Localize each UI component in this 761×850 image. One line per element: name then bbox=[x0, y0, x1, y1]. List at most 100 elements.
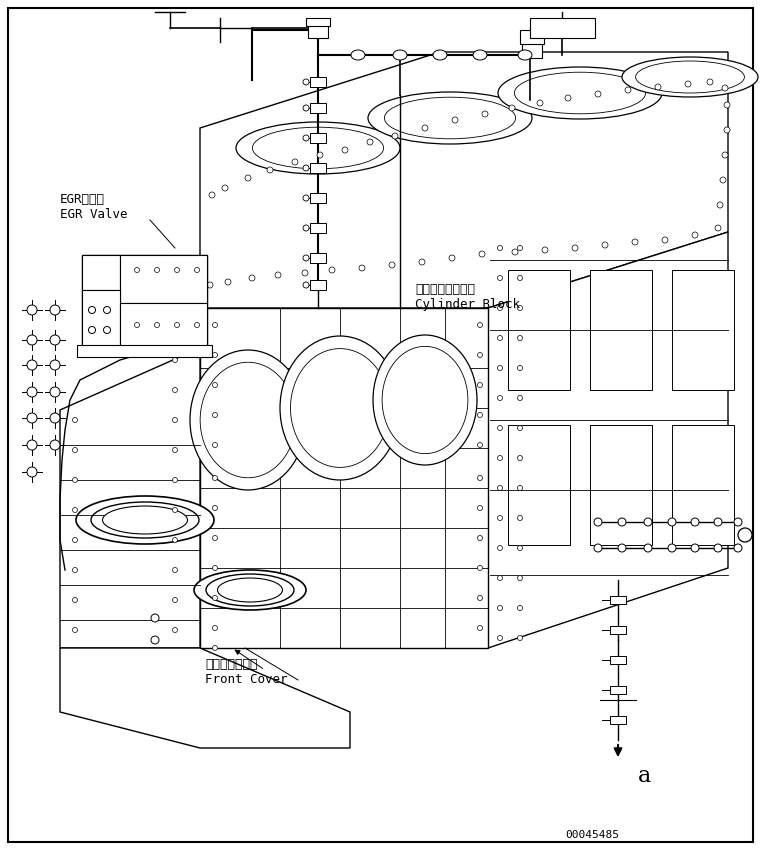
Circle shape bbox=[479, 251, 485, 257]
Bar bbox=[120, 303, 207, 350]
Ellipse shape bbox=[194, 570, 306, 610]
Bar bbox=[310, 223, 326, 233]
Bar bbox=[310, 77, 326, 87]
Bar bbox=[610, 686, 626, 694]
Circle shape bbox=[88, 307, 95, 314]
Circle shape bbox=[27, 413, 37, 423]
Bar bbox=[672, 425, 734, 545]
Circle shape bbox=[738, 528, 752, 542]
Circle shape bbox=[602, 242, 608, 248]
Bar bbox=[522, 42, 542, 58]
Circle shape bbox=[595, 91, 601, 97]
Circle shape bbox=[173, 447, 177, 452]
Ellipse shape bbox=[518, 50, 532, 60]
Circle shape bbox=[691, 518, 699, 526]
Circle shape bbox=[212, 565, 218, 570]
Circle shape bbox=[329, 267, 335, 273]
Circle shape bbox=[625, 87, 631, 93]
Circle shape bbox=[303, 105, 309, 111]
Circle shape bbox=[509, 105, 515, 111]
Ellipse shape bbox=[382, 347, 468, 454]
Circle shape bbox=[27, 335, 37, 345]
Circle shape bbox=[482, 111, 488, 117]
Bar bbox=[610, 656, 626, 664]
Circle shape bbox=[367, 139, 373, 145]
Circle shape bbox=[173, 478, 177, 483]
Circle shape bbox=[419, 259, 425, 265]
Circle shape bbox=[452, 117, 458, 123]
Bar bbox=[310, 193, 326, 203]
Circle shape bbox=[174, 322, 180, 327]
Circle shape bbox=[72, 627, 78, 632]
Circle shape bbox=[154, 322, 160, 327]
Bar bbox=[610, 596, 626, 604]
Circle shape bbox=[173, 537, 177, 542]
Circle shape bbox=[212, 536, 218, 541]
Circle shape bbox=[498, 515, 502, 520]
Circle shape bbox=[72, 447, 78, 452]
Bar bbox=[508, 425, 570, 545]
Circle shape bbox=[717, 202, 723, 208]
Circle shape bbox=[27, 440, 37, 450]
Bar bbox=[77, 345, 212, 357]
Circle shape bbox=[212, 412, 218, 417]
Circle shape bbox=[50, 440, 60, 450]
Ellipse shape bbox=[384, 97, 516, 139]
Bar bbox=[672, 270, 734, 390]
Circle shape bbox=[477, 322, 482, 327]
Polygon shape bbox=[60, 648, 350, 748]
Circle shape bbox=[173, 358, 177, 362]
Circle shape bbox=[498, 426, 502, 430]
Bar bbox=[82, 255, 207, 350]
Ellipse shape bbox=[291, 348, 390, 468]
Bar bbox=[310, 253, 326, 263]
Circle shape bbox=[173, 598, 177, 603]
Circle shape bbox=[517, 515, 523, 520]
Circle shape bbox=[195, 268, 199, 273]
Circle shape bbox=[477, 443, 482, 447]
Ellipse shape bbox=[433, 50, 447, 60]
Circle shape bbox=[389, 262, 395, 268]
Circle shape bbox=[498, 246, 502, 251]
Circle shape bbox=[512, 249, 518, 255]
Circle shape bbox=[173, 388, 177, 393]
Circle shape bbox=[209, 192, 215, 198]
Circle shape bbox=[644, 518, 652, 526]
Circle shape bbox=[724, 102, 730, 108]
Circle shape bbox=[222, 185, 228, 191]
Bar bbox=[610, 716, 626, 724]
Circle shape bbox=[151, 636, 159, 644]
Circle shape bbox=[72, 507, 78, 513]
Text: Front Cover: Front Cover bbox=[205, 673, 288, 686]
Circle shape bbox=[72, 598, 78, 603]
Circle shape bbox=[498, 605, 502, 610]
Circle shape bbox=[303, 225, 309, 231]
Circle shape bbox=[685, 81, 691, 87]
Circle shape bbox=[173, 417, 177, 422]
Bar bbox=[590, 425, 652, 545]
Circle shape bbox=[618, 518, 626, 526]
Ellipse shape bbox=[280, 336, 400, 480]
Polygon shape bbox=[60, 348, 200, 648]
Circle shape bbox=[267, 167, 273, 173]
Circle shape bbox=[103, 307, 110, 314]
Circle shape bbox=[212, 382, 218, 388]
Circle shape bbox=[27, 305, 37, 315]
Circle shape bbox=[692, 232, 698, 238]
Circle shape bbox=[275, 272, 281, 278]
Circle shape bbox=[517, 456, 523, 461]
Circle shape bbox=[498, 636, 502, 641]
Circle shape bbox=[303, 195, 309, 201]
Circle shape bbox=[517, 426, 523, 430]
Circle shape bbox=[498, 275, 502, 281]
Circle shape bbox=[724, 127, 730, 133]
Circle shape bbox=[303, 165, 309, 171]
Circle shape bbox=[517, 395, 523, 400]
Circle shape bbox=[359, 265, 365, 271]
Circle shape bbox=[212, 322, 218, 327]
Circle shape bbox=[302, 270, 308, 276]
Circle shape bbox=[618, 544, 626, 552]
Circle shape bbox=[477, 565, 482, 570]
Circle shape bbox=[498, 485, 502, 490]
Circle shape bbox=[249, 275, 255, 281]
